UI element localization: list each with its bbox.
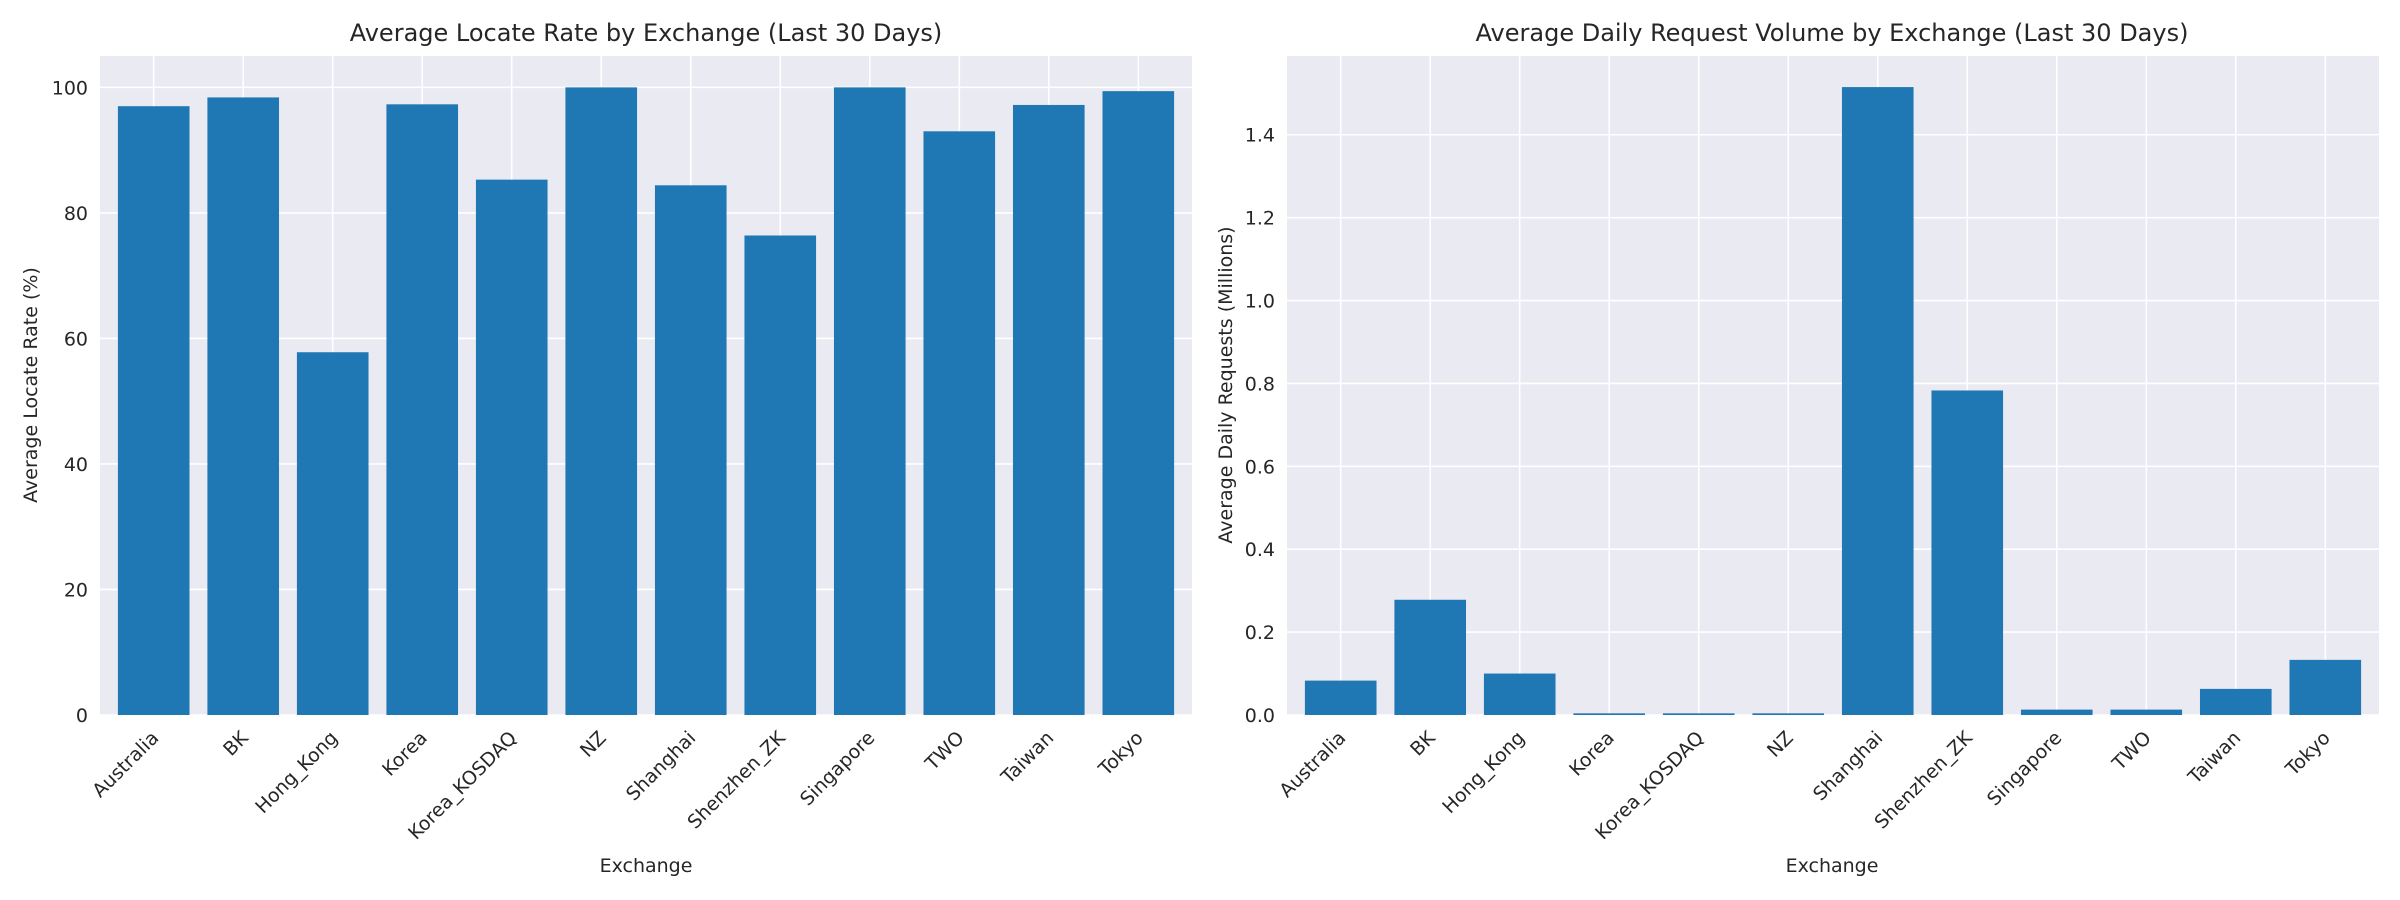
x-tick-label: Hong_Kong [1438, 727, 1529, 818]
bar-Tokyo [1102, 91, 1175, 715]
y-tick-label: 0.2 [1245, 622, 1275, 644]
locate-rate-chart: Average Locate Rate by Exchange (Last 30… [20, 19, 1192, 877]
y-tick-label: 1.2 [1245, 208, 1275, 230]
y-tick-label: 0.8 [1245, 373, 1275, 395]
y-tick-label: 1.0 [1245, 291, 1275, 313]
request-volume-chart: Average Daily Request Volume by Exchange… [1215, 19, 2379, 877]
x-tick-label: Hong_Kong [251, 727, 342, 818]
plot-area [1287, 56, 2379, 715]
bar-Korea_KOSDAQ [475, 179, 548, 716]
bar-Australia [117, 106, 190, 715]
y-tick-label: 20 [64, 579, 88, 601]
x-tick-label: Korea [378, 727, 432, 781]
x-tick-label: BK [219, 727, 253, 761]
bar-BK [1394, 599, 1467, 715]
bar-Shenzhen_ZK [744, 235, 817, 715]
bar-Shanghai [654, 185, 727, 715]
x-tick-label: Taiwan [996, 727, 1058, 789]
x-tick-label: TWO [920, 727, 968, 775]
y-tick-labels: 0 20 40 60 80 100 [52, 77, 88, 727]
bar-Australia [1304, 680, 1377, 715]
x-tick-label: Shanghai [622, 727, 700, 805]
y-tick-label: 80 [64, 203, 88, 225]
bar-Hong_Kong [296, 352, 369, 715]
x-tick-label: NZ [576, 727, 611, 762]
bar-Hong_Kong [1483, 673, 1556, 715]
x-axis-label: Exchange [600, 855, 693, 877]
y-tick-label: 0.4 [1245, 539, 1275, 561]
y-tick-label: 40 [64, 454, 88, 476]
y-tick-labels: 0.0 0.2 0.4 0.6 0.8 1.0 1.2 1.4 [1245, 125, 1275, 727]
y-tick-label: 100 [52, 77, 88, 99]
y-tick-label: 0.6 [1245, 456, 1275, 478]
y-tick-label: 0.0 [1245, 705, 1275, 727]
bar-Singapore [833, 87, 906, 715]
bar-Tokyo [2289, 659, 2362, 715]
x-tick-label: Tokyo [2281, 727, 2335, 781]
y-tick-label: 60 [64, 328, 88, 350]
chart-title: Average Daily Request Volume by Exchange… [1476, 19, 2189, 47]
x-tick-label: Australia [1275, 727, 1350, 802]
x-tick-label: Tokyo [1094, 727, 1148, 781]
bar-TWO [2110, 709, 2183, 715]
x-tick-label: TWO [2107, 727, 2155, 775]
x-tick-label: NZ [1763, 727, 1798, 762]
bar-TWO [923, 131, 996, 716]
plot-area [100, 56, 1192, 715]
gridlines [1287, 56, 2379, 716]
y-axis-label: Average Daily Requests (Millions) [1215, 226, 1237, 543]
bar-Taiwan [1012, 104, 1085, 715]
bar-Singapore [2020, 709, 2093, 715]
bar-Shanghai [1841, 87, 1914, 716]
x-tick-label: Shanghai [1809, 727, 1887, 805]
y-tick-label: 1.4 [1245, 125, 1275, 147]
bar-Korea [386, 104, 459, 716]
bars [1304, 87, 2362, 716]
x-tick-label: Taiwan [2183, 727, 2245, 789]
bar-Shenzhen_ZK [1931, 390, 2004, 715]
bar-NZ [565, 87, 638, 715]
bar-Korea [1573, 713, 1646, 715]
bars [117, 87, 1175, 716]
bar-BK [207, 97, 280, 716]
bar-Korea_KOSDAQ [1662, 713, 1735, 715]
x-tick-label: Singapore [796, 727, 879, 810]
y-axis-label: Average Locate Rate (%) [20, 267, 42, 503]
x-tick-label: BK [1406, 727, 1440, 761]
bar-Taiwan [2199, 688, 2272, 715]
chart-title: Average Locate Rate by Exchange (Last 30… [350, 19, 943, 47]
bar-NZ [1752, 713, 1825, 715]
x-tick-label: Korea [1565, 727, 1619, 781]
x-tick-label: Australia [88, 727, 163, 802]
x-tick-label: Singapore [1983, 727, 2066, 810]
x-axis-label: Exchange [1786, 855, 1879, 877]
y-tick-label: 0 [76, 705, 88, 727]
